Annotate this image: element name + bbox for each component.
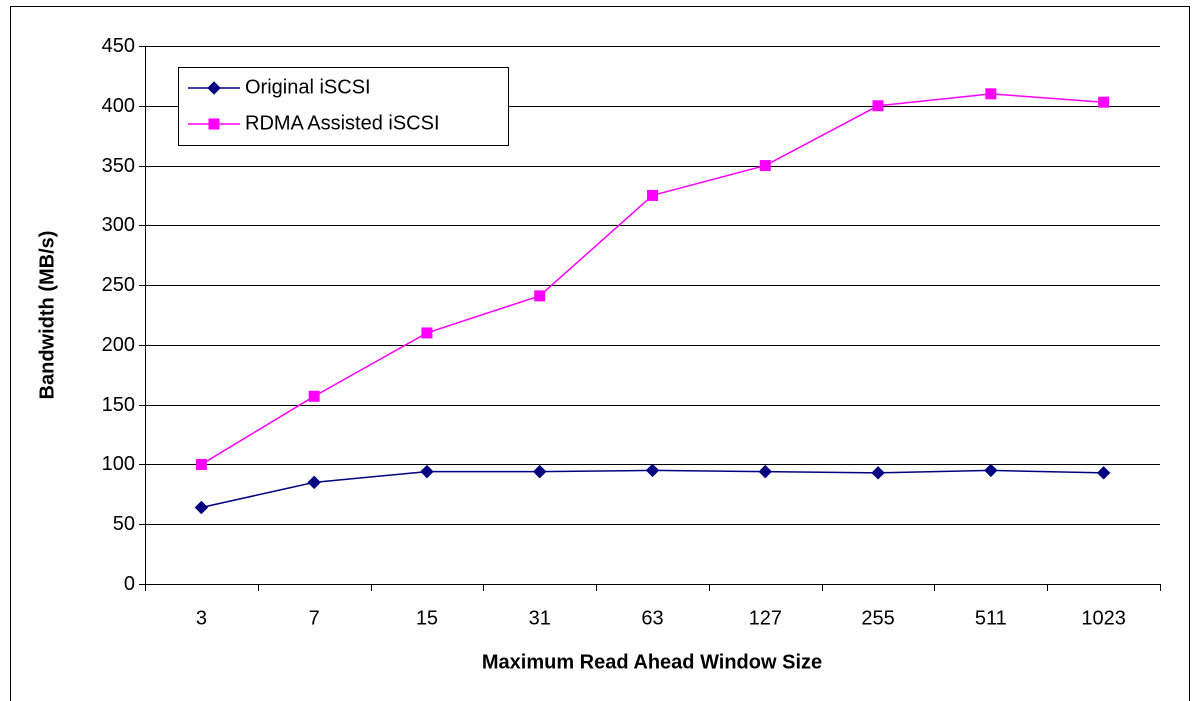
marker xyxy=(534,290,546,302)
marker xyxy=(758,464,772,479)
marker xyxy=(871,466,885,480)
y-tick-label: 200 xyxy=(102,334,135,356)
marker xyxy=(759,160,771,172)
y-tick-label: 50 xyxy=(113,513,135,535)
x-tick-label: 1023 xyxy=(1081,607,1126,629)
x-tick-label: 7 xyxy=(309,607,320,629)
y-tick-label: 250 xyxy=(102,274,135,296)
marker xyxy=(195,458,207,470)
y-tick-label: 300 xyxy=(102,214,135,236)
marker xyxy=(985,88,997,100)
x-axis-label: Maximum Read Ahead Window Size xyxy=(482,651,822,673)
legend-label: RDMA Assisted iSCSI xyxy=(245,112,440,134)
marker xyxy=(1098,96,1110,108)
y-axis-label: Bandwidth (MB/s) xyxy=(36,231,58,400)
marker xyxy=(420,464,434,479)
marker xyxy=(872,100,884,112)
marker xyxy=(307,475,321,490)
legend-label: Original iSCSI xyxy=(245,76,371,98)
x-tick-label: 3 xyxy=(196,607,207,629)
x-tick-label: 31 xyxy=(529,607,551,629)
y-tick-label: 150 xyxy=(102,394,135,416)
marker xyxy=(647,189,658,201)
marker xyxy=(533,464,547,479)
marker xyxy=(194,500,209,515)
legend: Original iSCSI RDMA Assisted iSCSI xyxy=(178,67,509,146)
marker xyxy=(1096,466,1111,480)
marker xyxy=(645,463,660,478)
x-tick-label: 15 xyxy=(416,607,438,629)
y-tick-label: 100 xyxy=(102,453,135,475)
marker xyxy=(421,327,433,339)
legend-box xyxy=(178,67,509,146)
x-tick-label: 255 xyxy=(861,607,894,629)
plot-area: 0 50 100 150 200 250 300 350 400 450 3 7 15 31 63 127 25… xyxy=(102,35,1161,629)
marker xyxy=(984,463,998,478)
marker xyxy=(208,118,220,130)
marker xyxy=(308,390,320,402)
y-tick-label: 450 xyxy=(102,35,135,57)
y-tick-label: 350 xyxy=(102,155,135,177)
y-tick-label: 0 xyxy=(124,573,135,595)
x-tick-label: 63 xyxy=(641,607,663,629)
x-tick-label: 511 xyxy=(975,607,1007,629)
x-tick-label: 127 xyxy=(749,607,782,629)
y-tick-label: 400 xyxy=(102,95,135,117)
marker xyxy=(207,81,221,95)
